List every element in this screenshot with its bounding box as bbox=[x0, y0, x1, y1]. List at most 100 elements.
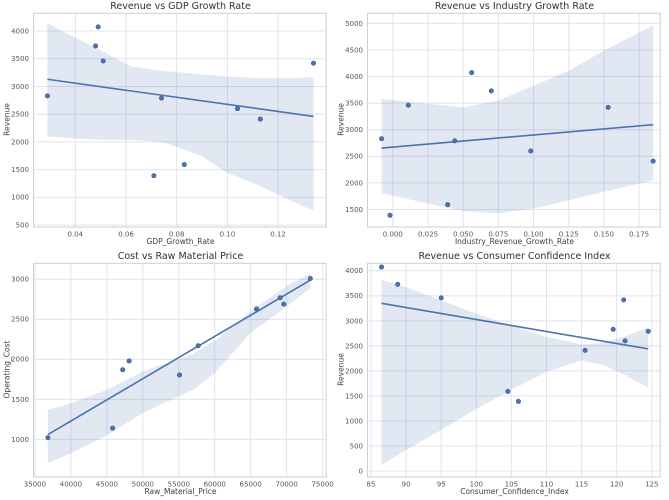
chart-title: Revenue vs Consumer Confidence Index bbox=[418, 251, 611, 262]
plot-border bbox=[33, 262, 327, 478]
data-point bbox=[582, 347, 588, 353]
y-tick-label: 500 bbox=[16, 221, 29, 229]
subplot-cost-vs-raw-material: 35000 40000 45000 50000 55000 60000 65000 70000… bbox=[0, 250, 335, 500]
x-tick-label: 0.175 bbox=[629, 231, 649, 239]
x-tick-label: 35000 bbox=[24, 481, 46, 489]
data-point bbox=[195, 343, 201, 349]
x-tick-label: 120 bbox=[610, 481, 623, 489]
data-point bbox=[45, 435, 51, 441]
data-point bbox=[650, 158, 656, 164]
data-point bbox=[235, 106, 241, 112]
data-point bbox=[645, 328, 651, 334]
y-tick-label: 2000 bbox=[345, 179, 363, 187]
y-tick-label: 3000 bbox=[345, 126, 363, 134]
data-point bbox=[610, 326, 616, 332]
data-point bbox=[176, 372, 182, 378]
x-tick-label: 70000 bbox=[276, 481, 298, 489]
data-point bbox=[126, 358, 132, 364]
data-point bbox=[281, 301, 287, 307]
x-axis-label: Consumer_Confidence_Index bbox=[460, 487, 569, 496]
x-tick-label: 0.025 bbox=[418, 231, 438, 239]
chart-svg-revenue-vs-cci: 85 90 95 100 105 110 115 120 125 0 500 1000 1500 2000… bbox=[345, 262, 661, 489]
chart-svg-revenue-vs-industry: 0.000 0.025 0.050 0.075 0.100 0.125 0.150 0.175… bbox=[345, 12, 661, 239]
data-point bbox=[528, 148, 534, 154]
data-point bbox=[452, 138, 458, 144]
x-axis-label: GDP_Growth_Rate bbox=[146, 237, 215, 246]
x-tick-label: 125 bbox=[645, 481, 658, 489]
data-point bbox=[110, 425, 116, 431]
data-point bbox=[379, 264, 385, 270]
data-point bbox=[311, 60, 317, 66]
data-point bbox=[505, 388, 511, 394]
y-axis-label: Revenue bbox=[2, 103, 12, 136]
y-tick-label: 2000 bbox=[11, 356, 29, 364]
data-point bbox=[469, 70, 475, 76]
x-tick-label: 0.000 bbox=[383, 231, 403, 239]
confidence-band bbox=[47, 23, 314, 211]
data-point bbox=[307, 276, 313, 282]
y-tick-label: 5000 bbox=[345, 20, 363, 28]
x-tick-label: 45000 bbox=[96, 481, 118, 489]
y-tick-label: 4000 bbox=[345, 267, 363, 275]
x-tick-label: 85 bbox=[367, 481, 376, 489]
x-tick-label: 115 bbox=[575, 481, 588, 489]
data-point bbox=[621, 297, 627, 303]
y-tick-label: 2500 bbox=[11, 111, 29, 119]
x-tick-label: 95 bbox=[437, 481, 446, 489]
chart-svg-cost-vs-raw-material: 35000 40000 45000 50000 55000 60000 65000 70000… bbox=[11, 262, 334, 489]
y-tick-label: 0 bbox=[359, 467, 363, 475]
y-tick-label: 4000 bbox=[345, 73, 363, 81]
y-tick-label: 1500 bbox=[345, 392, 363, 400]
data-point bbox=[438, 295, 444, 301]
x-tick-label: 100 bbox=[470, 481, 483, 489]
data-point bbox=[605, 104, 611, 110]
confidence-band bbox=[381, 25, 654, 214]
x-tick-label: 90 bbox=[402, 481, 411, 489]
data-point bbox=[379, 136, 385, 142]
x-axis-label: Raw_Material_Price bbox=[144, 487, 217, 496]
y-tick-label: 1500 bbox=[11, 396, 29, 404]
chart-svg-revenue-vs-gdp: 0.04 0.06 0.08 0.10 0.12 500 1000 1500 2000 2500 3… bbox=[11, 12, 327, 239]
x-tick-label: 40000 bbox=[60, 481, 82, 489]
trend-line bbox=[381, 123, 654, 149]
y-tick-label: 2500 bbox=[11, 316, 29, 324]
data-point bbox=[515, 398, 521, 404]
y-tick-label: 2500 bbox=[345, 342, 363, 350]
y-tick-label: 3000 bbox=[11, 83, 29, 91]
trend-line bbox=[47, 78, 314, 118]
subplot-revenue-vs-industry: 0.000 0.025 0.050 0.075 0.100 0.125 0.150 0.175… bbox=[334, 0, 669, 250]
y-tick-label: 2000 bbox=[345, 367, 363, 375]
data-point bbox=[151, 173, 157, 179]
data-point bbox=[488, 88, 494, 94]
trend-line bbox=[47, 279, 311, 436]
x-tick-label: 75000 bbox=[311, 481, 333, 489]
data-point bbox=[445, 202, 451, 208]
x-tick-label: 0.06 bbox=[118, 231, 134, 239]
chart-title: Cost vs Raw Material Price bbox=[117, 251, 244, 262]
data-point bbox=[387, 212, 393, 218]
data-point bbox=[395, 281, 401, 287]
y-axis-label: Revenue bbox=[336, 353, 346, 386]
y-tick-label: 3000 bbox=[11, 276, 29, 284]
y-tick-label: 2000 bbox=[11, 138, 29, 146]
x-tick-label: 0.075 bbox=[488, 231, 508, 239]
y-tick-label: 500 bbox=[350, 442, 363, 450]
data-point bbox=[158, 95, 164, 101]
data-point bbox=[257, 116, 263, 122]
y-tick-label: 1000 bbox=[11, 194, 29, 202]
x-tick-label: 65000 bbox=[240, 481, 262, 489]
x-tick-label: 0.150 bbox=[594, 231, 614, 239]
y-axis-label: Revenue bbox=[336, 103, 346, 136]
x-axis-label: Industry_Revenue_Growth_Rate bbox=[454, 237, 575, 246]
plot-border bbox=[367, 262, 661, 478]
y-tick-label: 4000 bbox=[11, 27, 29, 35]
subplot-revenue-vs-cci: 85 90 95 100 105 110 115 120 125 0 500 1000 1500 2000… bbox=[334, 250, 669, 500]
confidence-band bbox=[381, 279, 649, 465]
x-tick-label: 50000 bbox=[132, 481, 154, 489]
data-point bbox=[93, 43, 99, 49]
data-point bbox=[44, 93, 50, 99]
data-point bbox=[181, 162, 187, 168]
y-tick-label: 4500 bbox=[345, 46, 363, 54]
y-tick-label: 3500 bbox=[345, 292, 363, 300]
